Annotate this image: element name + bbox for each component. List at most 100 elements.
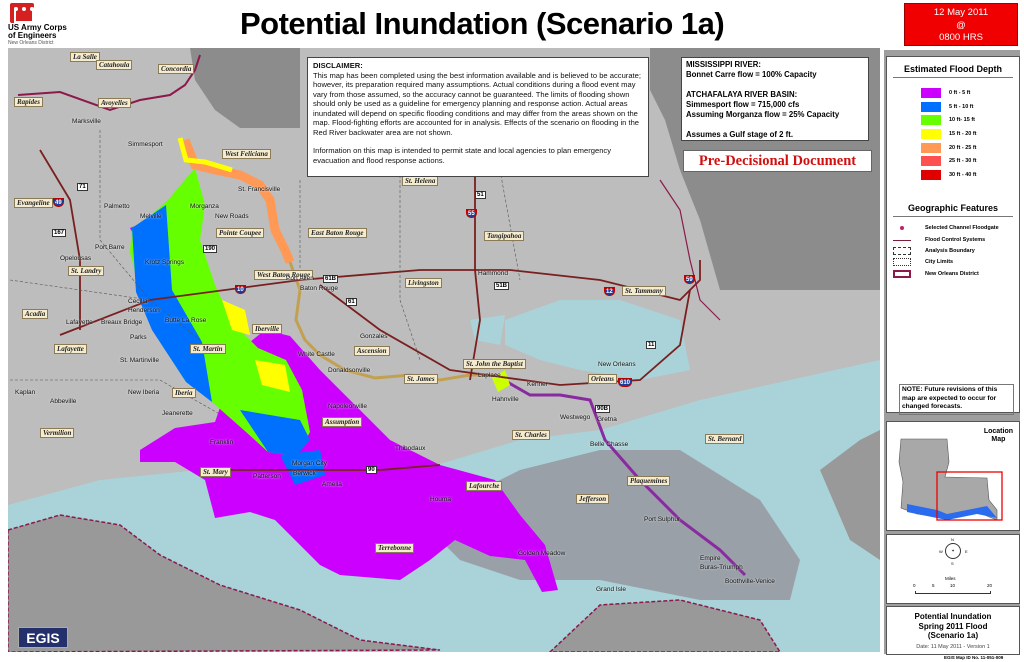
flood-depth-15-20ft-river (177, 137, 233, 173)
interstates (39, 149, 701, 471)
legend-label: 25 ft - 30 ft (949, 158, 977, 165)
geo-feature-item: Analysis Boundary (887, 245, 1019, 256)
disclaimer-info: Information on this map is intended to p… (313, 146, 612, 165)
city-label: Franklin (210, 439, 234, 446)
pre-decisional-label: Pre-Decisional Document (683, 150, 872, 172)
highway-shield-icon: 61 (346, 298, 357, 306)
parish-label: Vermilion (40, 428, 75, 438)
city-label: Simmesport (128, 141, 163, 148)
city-label: Cecilia (128, 298, 148, 305)
simmesport-flow: Simmesport flow = 715,000 cfs (686, 100, 800, 109)
usace-logo: US Army Corps of Engineers New Orleans Di… (8, 3, 98, 46)
parish-label: St. Bernard (705, 434, 745, 444)
land-coast (420, 450, 800, 600)
morganza-flow: Assuming Morganza flow = 25% Capacity (686, 110, 840, 119)
egis-logo: EGIS (18, 627, 68, 648)
parish-label: Evangeline (14, 198, 53, 208)
parish-label: West Feliciana (222, 149, 271, 159)
parish-label: West Baton Rouge (254, 270, 314, 280)
legend-swatch (921, 101, 941, 112)
line-icon (893, 236, 911, 244)
mississippi-river-flooded (288, 261, 495, 382)
river-conditions-box: MISSISSIPPI RIVER: Bonnet Carre flow = 1… (681, 57, 869, 141)
city-label: Gonzales (360, 333, 388, 340)
city-label: Berwick (293, 470, 316, 477)
parish-label: Acadia (22, 309, 49, 319)
city-label: Kenner (527, 381, 548, 388)
map-date: Date: 11 May 2011 - Version 1 (916, 643, 990, 650)
parish-label: Rapides (14, 97, 43, 107)
gulf-of-mexico-east (548, 599, 781, 652)
parish-boundaries (9, 130, 521, 421)
agency-name: US Army Corps of Engineers (8, 23, 67, 40)
legend-swatch (921, 87, 941, 98)
lake-pontchartrain (505, 300, 690, 380)
parish-label: Avoyelles (98, 98, 131, 108)
legend-item: 5 ft - 10 ft (887, 100, 1019, 114)
city-label: Morganza (190, 203, 219, 210)
scale-bar (915, 591, 991, 594)
district-name: New Orleans District (8, 40, 54, 46)
city-label: Patterson (253, 473, 281, 480)
legend-item: 0 ft - 5 ft (887, 86, 1019, 100)
city-label: Jeanerette (162, 410, 193, 417)
new-orleans-district-boundary-east (659, 179, 721, 321)
city-label: Melville (140, 213, 162, 220)
disclaimer-body: This map has been completed using the be… (313, 70, 641, 137)
gulf-of-mexico-west (8, 514, 441, 652)
parish-label: Iberville (252, 324, 283, 334)
legend-label: 20 ft - 25 ft (949, 144, 977, 151)
city-label: Laplace (478, 372, 501, 379)
legend-item: 30 ft - 40 ft (887, 168, 1019, 182)
city-label: Belle Chasse (590, 441, 629, 448)
scale-unit: Miles (945, 576, 956, 581)
city-label: Krotz Springs (145, 259, 185, 266)
parish-label: St. Martin (190, 344, 226, 354)
location-map: Location Map (886, 421, 1020, 531)
city-label: Butte La Rose (165, 317, 207, 324)
city-label: Thibodaux (395, 445, 426, 452)
city-label: Port Sulphur (644, 516, 681, 523)
highway-shield-icon: 90B (595, 405, 611, 413)
title-block: Potential Inundation Spring 2011 Flood (… (886, 606, 1020, 655)
geo-features-title: Geographic Features (893, 196, 1013, 217)
flood-depth-5-10ft-morgan (280, 450, 325, 485)
legend-item: 15 ft - 20 ft (887, 127, 1019, 141)
highway-shield-icon: 51B (494, 282, 510, 290)
city-label: Amelia (322, 481, 342, 488)
city-label: Boothville-Venice (725, 578, 775, 585)
city-label: Henderson (128, 307, 160, 314)
location-map-title: Location (983, 428, 1013, 435)
parish-label: Tangipahoa (484, 231, 525, 241)
disclaimer-box: DISCLAIMER: This map has been completed … (307, 57, 649, 177)
parish-label: Plaquemines (627, 476, 671, 486)
flood-depth-20-25ft-river (180, 138, 295, 264)
city-label: Grand Isle (596, 586, 626, 593)
legend-swatch (921, 128, 941, 139)
floodgate-dot-icon (893, 224, 911, 232)
geo-feature-item: Selected Channel Floodgate (887, 223, 1019, 234)
parish-label: Lafayette (54, 344, 87, 354)
parish-label: Ascension (354, 346, 390, 356)
legend-label: 15 ft - 20 ft (949, 130, 977, 137)
interstate-shield-icon: 12 (604, 287, 615, 296)
gulf-stage: Assumes a Gulf stage of 2 ft. (686, 130, 794, 139)
highway-shield-icon: 90 (366, 466, 377, 474)
parish-label: East Baton Rouge (308, 228, 367, 238)
city-label: Hammond (478, 270, 508, 277)
city-label: Golden Meadow (518, 550, 566, 557)
parish-label: St. James (404, 374, 438, 384)
page-title: Potential Inundation (Scenario 1a) (240, 6, 725, 41)
city-label: Parks (130, 334, 147, 341)
legend-label: 5 ft - 10 ft (949, 103, 974, 110)
disclaimer-heading: DISCLAIMER: (313, 61, 363, 70)
city-label: Buras-Triumph (700, 564, 743, 571)
parish-label: Lafourche (466, 481, 503, 491)
purple-box-icon (893, 269, 911, 278)
extent-rectangle (936, 471, 1003, 521)
legend-item: 20 ft - 25 ft (887, 141, 1019, 155)
city-label: St. Francisville (238, 186, 281, 193)
city-label: Morgan City (292, 460, 328, 467)
highway-shield-icon: 167 (52, 229, 67, 237)
parish-label: Jefferson (576, 494, 610, 504)
